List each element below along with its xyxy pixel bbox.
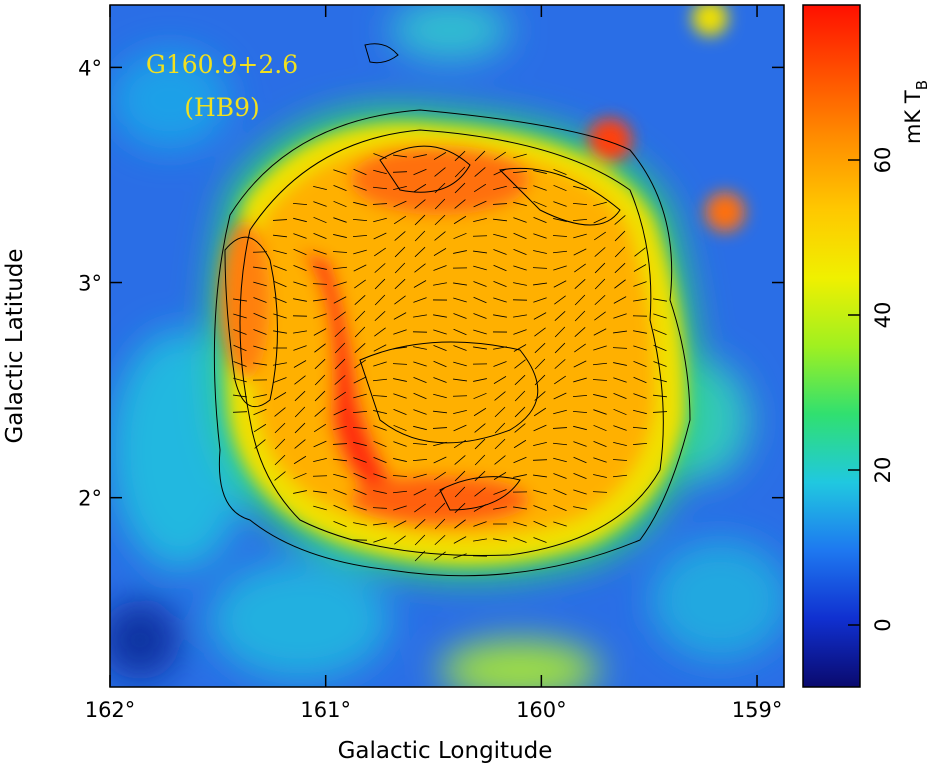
vector bbox=[313, 476, 327, 477]
y-axis-label: Galactic Latitude bbox=[2, 248, 28, 443]
x-tick-label: 160° bbox=[516, 698, 567, 722]
annotation-subtitle: (HB9) bbox=[184, 93, 260, 122]
y-tick-label: 4° bbox=[78, 56, 102, 80]
x-axis-label: Galactic Longitude bbox=[338, 738, 553, 764]
colorbar-tick-label: 40 bbox=[871, 302, 895, 329]
colorbar-tick-label: 60 bbox=[871, 147, 895, 174]
colorbar-tick-label: 20 bbox=[871, 457, 895, 484]
colorbar-label-sub: B bbox=[913, 80, 929, 90]
x-tick-label: 162° bbox=[85, 698, 136, 722]
annotation-title: G160.9+2.6 bbox=[146, 50, 298, 79]
x-tick-label: 161° bbox=[300, 698, 351, 722]
colorbar-label: mK TB bbox=[901, 80, 929, 144]
vector bbox=[453, 396, 467, 397]
colorbar-tick-label: 0 bbox=[871, 618, 895, 631]
y-tick-label: 3° bbox=[78, 272, 102, 296]
x-tick-label: 159° bbox=[732, 698, 783, 722]
colorbar bbox=[803, 5, 860, 687]
colorbar-label-main: mK T bbox=[901, 90, 925, 144]
y-tick-label: 2° bbox=[78, 487, 102, 511]
vector bbox=[473, 236, 487, 237]
vector bbox=[253, 252, 267, 253]
